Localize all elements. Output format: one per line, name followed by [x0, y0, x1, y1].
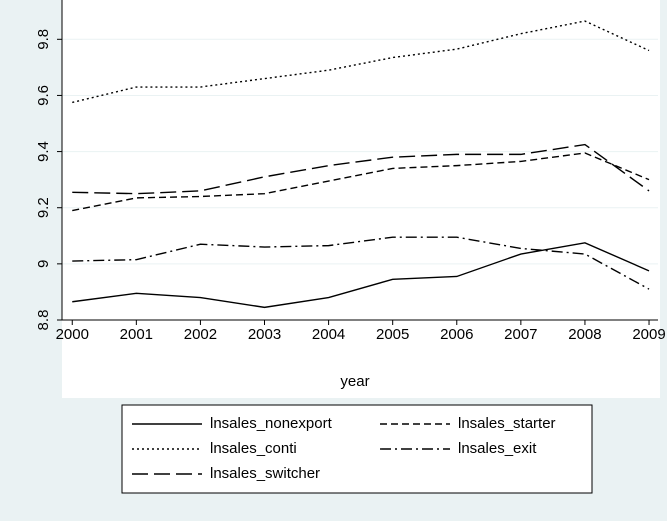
x-tick-label: 2008: [568, 326, 601, 343]
line-series: [72, 242, 650, 309]
x-tick-label: 2006: [440, 326, 473, 343]
x-tick-label: 2000: [56, 326, 89, 343]
x-tick-label: 2009: [632, 326, 665, 343]
x-tick-label: 2005: [376, 326, 409, 343]
legend-label: lnsales_exit: [458, 440, 537, 457]
legend-label: lnsales_conti: [210, 440, 297, 457]
y-tick-label: 9.6: [35, 85, 52, 106]
legend-label: lnsales_switcher: [210, 465, 320, 482]
x-tick-label: 2007: [504, 326, 537, 343]
x-tick-label: 2004: [312, 326, 345, 343]
legend-label: lnsales_starter: [458, 415, 556, 432]
legend-box: [121, 404, 593, 494]
y-tick-label: 9.8: [35, 29, 52, 50]
line-series: [72, 236, 650, 290]
y-tick-label: 9.4: [35, 141, 52, 162]
x-axis-label: year: [340, 373, 369, 390]
line-series: [72, 20, 650, 104]
plot-region: [62, 0, 660, 398]
line-series: [72, 143, 650, 195]
line-series: [72, 152, 650, 212]
y-tick-label: 9: [35, 260, 52, 268]
x-tick-label: 2002: [184, 326, 217, 343]
legend-label: lnsales_nonexport: [210, 415, 333, 432]
x-tick-label: 2001: [120, 326, 153, 343]
y-tick-label: 9.2: [35, 197, 52, 218]
y-tick-label: 8.8: [35, 310, 52, 331]
x-tick-label: 2003: [248, 326, 281, 343]
